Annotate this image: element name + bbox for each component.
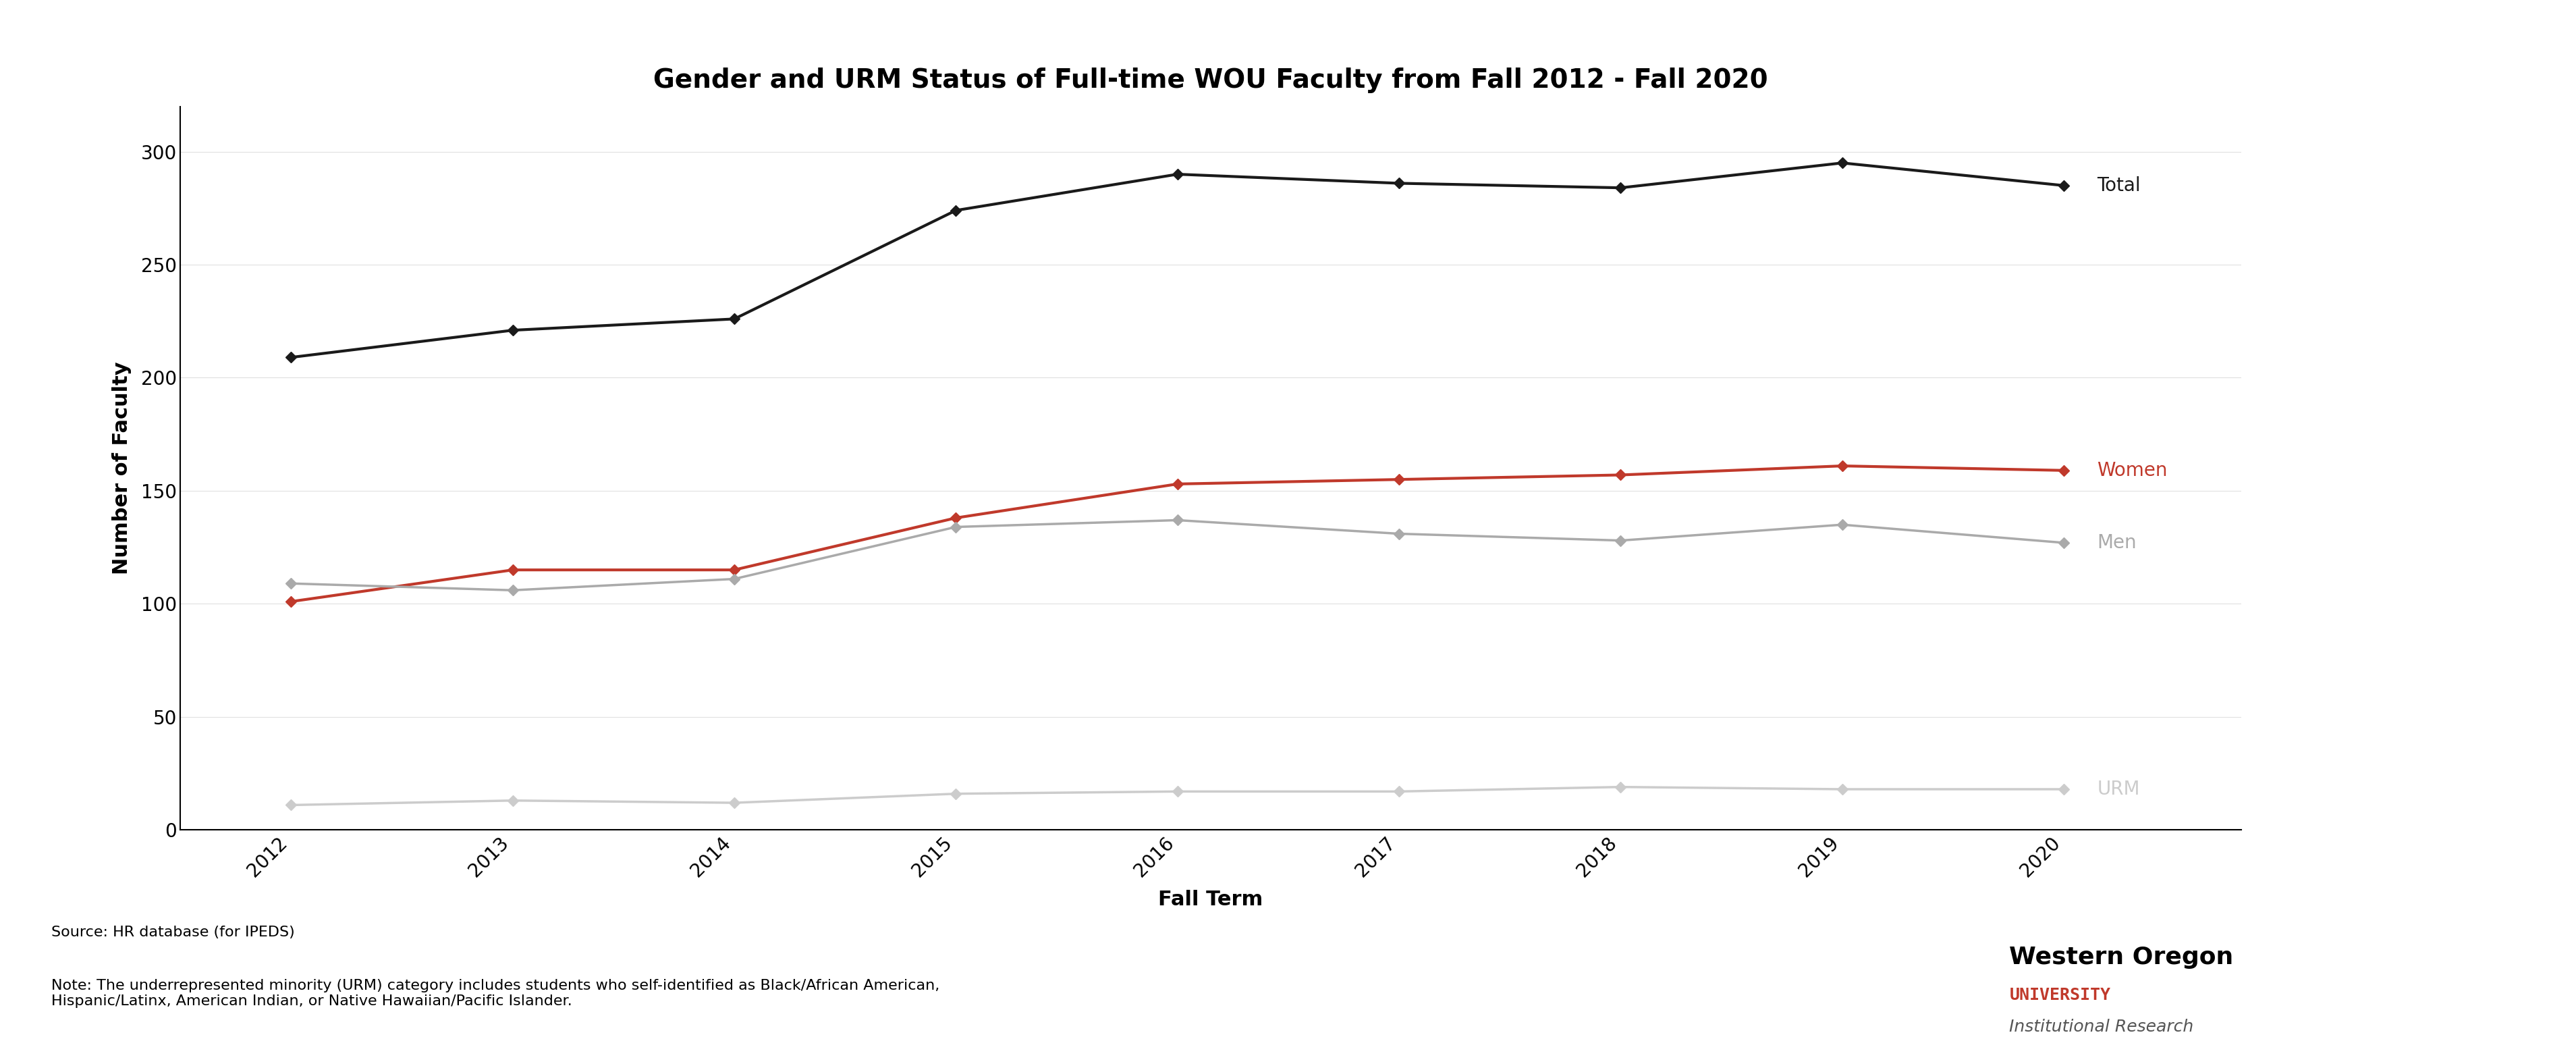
Total [1826, 156, 1857, 169]
Total [940, 204, 971, 217]
Women [1605, 468, 1636, 481]
Men [719, 572, 750, 585]
Men [497, 584, 528, 597]
URM [1826, 783, 1857, 796]
Text: Institutional Research: Institutional Research [2009, 1018, 2195, 1035]
URM [940, 787, 971, 800]
Women [2048, 464, 2079, 477]
Women [940, 512, 971, 525]
URM [719, 796, 750, 809]
Women [276, 595, 307, 608]
URM [276, 799, 307, 812]
Total [1162, 168, 1193, 181]
Men [276, 577, 307, 589]
Text: Total: Total [2097, 176, 2141, 195]
X-axis label: Fall Term: Fall Term [1159, 890, 1262, 910]
Text: UNIVERSITY: UNIVERSITY [2009, 986, 2110, 1003]
Text: Men: Men [2097, 533, 2136, 552]
Women [719, 564, 750, 577]
URM [2048, 783, 2079, 796]
Men [940, 520, 971, 533]
Men [1383, 528, 1414, 541]
Men [1605, 534, 1636, 547]
Text: Western Oregon: Western Oregon [2009, 946, 2233, 969]
Women [1383, 473, 1414, 486]
Total [1605, 181, 1636, 194]
URM [1605, 781, 1636, 794]
URM [1162, 785, 1193, 798]
Text: Women: Women [2097, 461, 2166, 480]
Men [1162, 514, 1193, 527]
Total [1383, 177, 1414, 189]
Title: Gender and URM Status of Full-time WOU Faculty from Fall 2012 - Fall 2020: Gender and URM Status of Full-time WOU F… [654, 67, 1767, 93]
Text: Note: The underrepresented minority (URM) category includes students who self-id: Note: The underrepresented minority (URM… [52, 979, 940, 1008]
URM [1383, 785, 1414, 798]
Women [1826, 460, 1857, 472]
URM [497, 794, 528, 807]
Women [497, 564, 528, 577]
Total [497, 323, 528, 336]
Text: Source: HR database (for IPEDS): Source: HR database (for IPEDS) [52, 926, 296, 940]
Text: URM: URM [2097, 780, 2141, 799]
Men [2048, 536, 2079, 549]
Total [719, 313, 750, 326]
Line: Men: Men [289, 516, 2069, 594]
Line: URM: URM [289, 783, 2069, 809]
Y-axis label: Number of Faculty: Number of Faculty [113, 362, 131, 575]
Total [2048, 179, 2079, 192]
Line: Total: Total [289, 160, 2069, 361]
Men [1826, 518, 1857, 531]
Line: Women: Women [289, 462, 2069, 605]
Total [276, 351, 307, 364]
Women [1162, 478, 1193, 491]
